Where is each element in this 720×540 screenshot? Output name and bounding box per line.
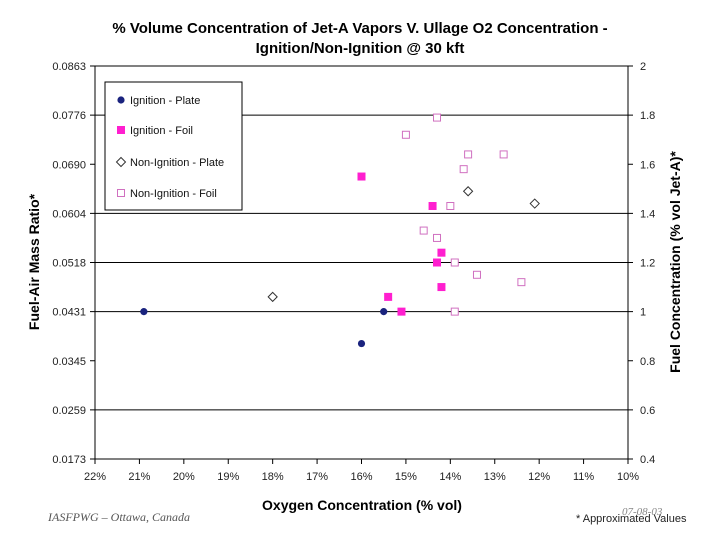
point-non-ignition-foil <box>446 202 455 211</box>
x-tick-label: 13% <box>484 471 506 483</box>
chart-title-line-1: % Volume Concentration of Jet-A Vapors V… <box>112 20 607 37</box>
y-axis-title: Fuel-Air Mass Ratio* <box>26 193 42 330</box>
y2-tick-label: 0.8 <box>640 356 655 368</box>
y2-tick-label: 1.8 <box>640 110 655 122</box>
point-ignition-plate <box>140 308 148 316</box>
x-axis-title: Oxygen Concentration (% vol) <box>262 497 462 513</box>
y2-tick-label: 1 <box>640 307 646 319</box>
point-ignition-plate <box>380 308 388 316</box>
y2-tick-label: 1.6 <box>640 159 655 171</box>
y-tick-label: 0.0604 <box>52 208 86 220</box>
legend-marker-ignition-foil <box>117 126 125 134</box>
point-ignition-foil <box>428 202 437 211</box>
chart-title-line-2: Ignition/Non-Ignition @ 30 kft <box>256 40 465 57</box>
x-tick-label: 16% <box>350 471 372 483</box>
footer-note: * Approximated Values <box>576 513 687 525</box>
y-tick-label: 0.0173 <box>52 454 86 466</box>
legend-marker-non-ignition-foil <box>117 189 125 197</box>
point-ignition-foil <box>437 248 446 257</box>
point-ignition-foil <box>437 283 446 292</box>
y-tick-label: 0.0776 <box>52 110 86 122</box>
y-tick-label: 0.0345 <box>52 356 86 368</box>
legend: Ignition - Plate Ignition - Foil Non-Ignit… <box>104 81 243 211</box>
y-tick-label: 0.0690 <box>52 159 86 171</box>
point-non-ignition-foil <box>464 150 473 159</box>
x-tick-label: 15% <box>395 471 417 483</box>
point-ignition-foil <box>357 172 366 181</box>
data-points <box>140 113 540 348</box>
point-non-ignition-plate <box>267 291 278 303</box>
point-ignition-plate <box>357 339 366 348</box>
legend-label-ignition-foil: Ignition - Foil <box>130 125 193 137</box>
point-non-ignition-foil <box>450 307 459 316</box>
legend-label-non-ignition-foil: Non-Ignition - Foil <box>130 188 217 200</box>
legend-label-ignition-plate: Ignition - Plate <box>130 95 200 107</box>
point-non-ignition-foil <box>433 113 442 122</box>
y2-tick-label: 0.4 <box>640 454 655 466</box>
y-tick-label: 0.0518 <box>52 258 86 270</box>
x-tick-label: 12% <box>528 471 550 483</box>
x-tick-label: 18% <box>262 471 284 483</box>
y2-tick-label: 0.6 <box>640 405 655 417</box>
point-non-ignition-foil <box>433 233 442 242</box>
x-tick-label: 20% <box>173 471 195 483</box>
x-tick-label: 11% <box>573 471 594 483</box>
y2-tick-label: 1.4 <box>640 208 655 220</box>
legend-box <box>104 81 243 211</box>
y-tick-label: 0.0259 <box>52 405 86 417</box>
point-ignition-foil <box>384 292 393 301</box>
point-non-ignition-plate <box>529 198 540 209</box>
x-tick-label: 17% <box>306 471 328 483</box>
y2-axis-title: Fuel Concentration (% vol Jet-A)* <box>667 151 683 373</box>
point-non-ignition-foil <box>419 226 428 235</box>
footer-date: 07-08-03 <box>622 506 663 518</box>
point-non-ignition-foil <box>472 270 481 279</box>
point-non-ignition-foil <box>499 150 508 159</box>
point-non-ignition-plate <box>462 186 474 197</box>
x-tick-label: 14% <box>439 471 461 483</box>
point-ignition-foil <box>397 307 406 316</box>
x-tick-label: 19% <box>217 471 239 483</box>
x-tick-label: 22% <box>84 471 106 483</box>
legend-marker-ignition-plate <box>117 96 125 104</box>
x-tick-label: 10% <box>617 471 639 483</box>
footer-venue: IASFPWG – Ottawa, Canada <box>48 510 190 524</box>
point-non-ignition-foil <box>401 130 410 139</box>
y-tick-label: 0.0863 <box>52 61 86 73</box>
grid-layer <box>95 114 628 411</box>
y2-tick-label: 1.2 <box>640 258 655 270</box>
legend-marker-non-ignition-plate <box>115 156 127 168</box>
point-non-ignition-foil <box>450 258 459 267</box>
point-non-ignition-foil <box>459 165 468 174</box>
point-non-ignition-foil <box>517 278 526 287</box>
point-ignition-foil <box>433 258 442 267</box>
y2-tick-label: 2 <box>640 61 646 73</box>
tick-layer: 0.0863 2 0.0776 1.8 0.0690 1.6 0.0604 1.4 0.0518… <box>52 61 655 483</box>
x-tick-label: 21% <box>128 471 150 483</box>
legend-label-non-ignition-plate: Non-Ignition - Plate <box>130 157 224 169</box>
y-tick-label: 0.0431 <box>52 307 86 319</box>
